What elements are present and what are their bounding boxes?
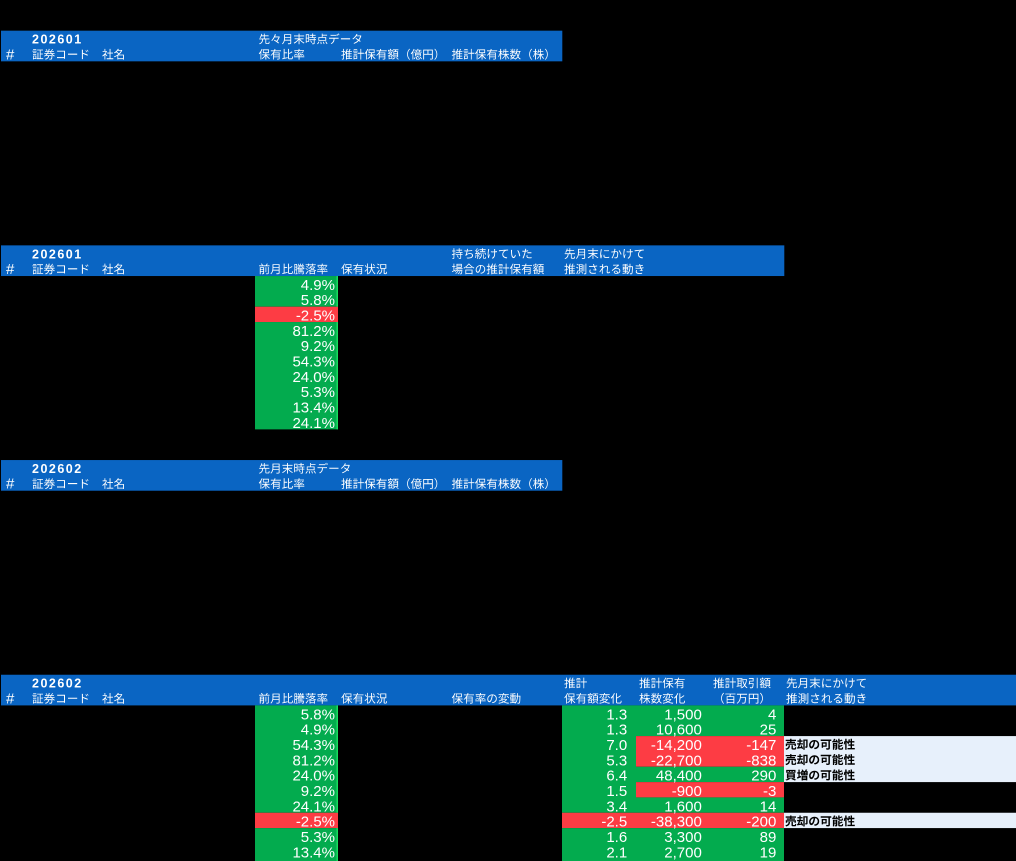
svg-text:24.0%: 24.0%: [292, 369, 335, 386]
svg-text:#: #: [6, 261, 15, 278]
svg-text:-838: -838: [746, 752, 776, 769]
svg-text:4: 4: [768, 706, 776, 723]
svg-text:2.1: 2.1: [606, 844, 627, 861]
svg-text:#: #: [6, 46, 15, 63]
svg-text:54.3%: 54.3%: [292, 737, 335, 754]
svg-text:9.2%: 9.2%: [301, 338, 335, 355]
svg-text:-200: -200: [746, 814, 776, 831]
svg-text:-22,700: -22,700: [651, 752, 702, 769]
svg-text:-3: -3: [763, 783, 776, 800]
svg-text:-900: -900: [672, 783, 702, 800]
svg-text:13.4%: 13.4%: [292, 844, 335, 861]
svg-text:202601: 202601: [32, 247, 83, 261]
svg-text:-38,300: -38,300: [651, 814, 702, 831]
svg-text:1.3: 1.3: [606, 706, 627, 723]
svg-text:19: 19: [760, 844, 777, 861]
svg-text:14: 14: [760, 798, 777, 815]
svg-text:1,600: 1,600: [664, 798, 702, 815]
svg-text:1.3: 1.3: [606, 722, 627, 739]
svg-text:4.9%: 4.9%: [301, 722, 335, 739]
svg-text:202602: 202602: [32, 677, 83, 691]
svg-text:54.3%: 54.3%: [292, 354, 335, 371]
svg-text:-147: -147: [746, 737, 776, 754]
svg-text:48,400: 48,400: [656, 768, 702, 785]
svg-text:290: 290: [751, 768, 776, 785]
svg-text:9.2%: 9.2%: [301, 783, 335, 800]
svg-text:3.4: 3.4: [606, 798, 627, 815]
svg-text:2,700: 2,700: [664, 844, 702, 861]
svg-text:24.0%: 24.0%: [292, 768, 335, 785]
svg-text:7.0: 7.0: [606, 737, 627, 754]
svg-text:24.1%: 24.1%: [292, 415, 335, 432]
svg-text:202602: 202602: [32, 462, 83, 476]
svg-text:13.4%: 13.4%: [292, 400, 335, 417]
svg-text:-14,200: -14,200: [651, 737, 702, 754]
svg-text:1.5: 1.5: [606, 783, 627, 800]
svg-text:89: 89: [760, 829, 777, 846]
svg-text:24.1%: 24.1%: [292, 798, 335, 815]
svg-text:4.9%: 4.9%: [301, 277, 335, 294]
svg-text:#: #: [6, 476, 15, 493]
svg-text:6.4: 6.4: [606, 768, 627, 785]
svg-text:1.6: 1.6: [606, 829, 627, 846]
svg-text:25: 25: [760, 722, 777, 739]
svg-text:5.3%: 5.3%: [301, 829, 335, 846]
svg-text:81.2%: 81.2%: [292, 323, 335, 340]
svg-text:-2.5%: -2.5%: [296, 814, 335, 831]
svg-text:-2.5: -2.5: [601, 814, 627, 831]
svg-text:5.8%: 5.8%: [301, 706, 335, 723]
svg-text:10,600: 10,600: [656, 722, 702, 739]
svg-text:202601: 202601: [32, 33, 83, 47]
svg-text:5.3%: 5.3%: [301, 384, 335, 401]
svg-text:81.2%: 81.2%: [292, 752, 335, 769]
svg-text:-2.5%: -2.5%: [296, 308, 335, 325]
svg-text:5.3: 5.3: [606, 752, 627, 769]
svg-text:3,300: 3,300: [664, 829, 702, 846]
svg-text:1,500: 1,500: [664, 706, 702, 723]
svg-text:5.8%: 5.8%: [301, 292, 335, 309]
svg-text:#: #: [6, 690, 15, 707]
